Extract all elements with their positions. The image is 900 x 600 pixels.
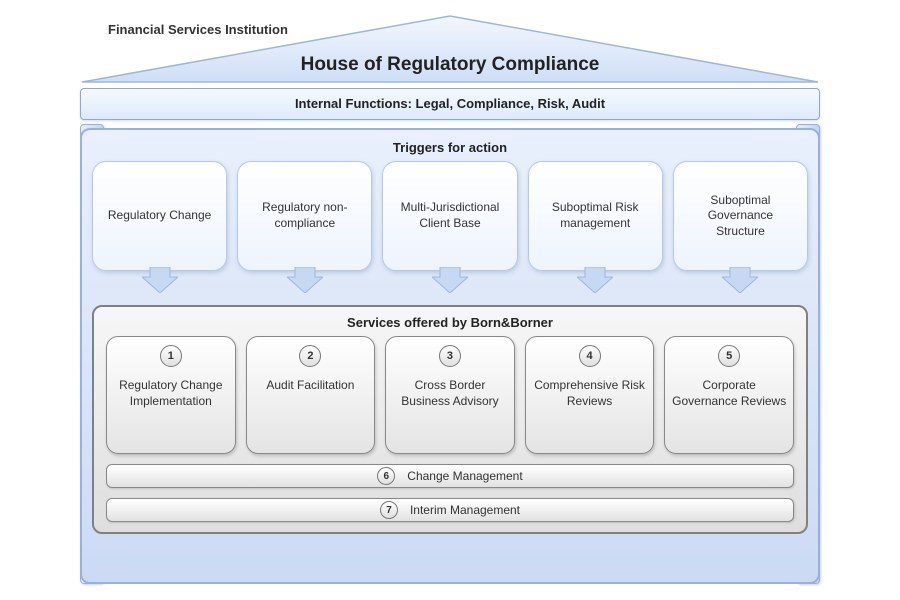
down-arrow-icon	[722, 267, 758, 293]
down-arrow-icon	[577, 267, 613, 293]
service-label: Audit Facilitation	[253, 377, 369, 393]
body-panel: Triggers for action Regulatory Change Re…	[80, 128, 820, 584]
roof: House of Regulatory Compliance	[80, 14, 820, 84]
service-audit-facilitation: 2 Audit Facilitation	[246, 336, 376, 454]
number-badge: 2	[299, 345, 321, 367]
trigger-suboptimal-governance: Suboptimal Governance Structure	[673, 161, 808, 271]
services-panel: Services offered by Born&Borner 1 Regula…	[92, 305, 808, 534]
bar-change-management: 6 Change Management	[106, 464, 794, 488]
down-arrow-icon	[142, 267, 178, 293]
bar-interim-management: 7 Interim Management	[106, 498, 794, 522]
trigger-label: Suboptimal Governance Structure	[682, 193, 799, 240]
service-label: Cross Border Business Advisory	[392, 377, 508, 409]
trigger-label: Regulatory non-compliance	[246, 200, 363, 231]
service-reg-change-impl: 1 Regulatory Change Implementation	[106, 336, 236, 454]
service-governance-reviews: 5 Corporate Governance Reviews	[664, 336, 794, 454]
trigger-regulatory-change: Regulatory Change	[92, 161, 227, 271]
number-badge: 6	[377, 467, 395, 485]
service-label: Corporate Governance Reviews	[671, 377, 787, 409]
beam-internal-functions: Internal Functions: Legal, Compliance, R…	[80, 88, 820, 120]
bar-label: Interim Management	[410, 503, 520, 517]
roof-title: House of Regulatory Compliance	[80, 54, 820, 76]
triggers-heading: Triggers for action	[92, 140, 808, 155]
number-badge: 7	[380, 501, 398, 519]
trigger-card: Suboptimal Risk management	[528, 161, 663, 271]
trigger-card: Suboptimal Governance Structure	[673, 161, 808, 271]
number-badge: 1	[160, 345, 182, 367]
trigger-label: Multi-Jurisdictional Client Base	[391, 200, 508, 231]
bar-label: Change Management	[407, 469, 522, 483]
trigger-non-compliance: Regulatory non-compliance	[237, 161, 372, 271]
house-diagram: House of Regulatory Compliance Internal …	[80, 14, 820, 584]
trigger-card: Regulatory Change	[92, 161, 227, 271]
down-arrow-icon	[287, 267, 323, 293]
service-risk-reviews: 4 Comprehensive Risk Reviews	[525, 336, 655, 454]
services-row: 1 Regulatory Change Implementation 2 Aud…	[106, 336, 794, 454]
service-label: Regulatory Change Implementation	[113, 377, 229, 409]
trigger-card: Multi-Jurisdictional Client Base	[382, 161, 517, 271]
services-heading: Services offered by Born&Borner	[106, 315, 794, 330]
triggers-row: Regulatory Change Regulatory non-complia…	[92, 161, 808, 271]
trigger-card: Regulatory non-compliance	[237, 161, 372, 271]
trigger-label: Regulatory Change	[108, 208, 211, 224]
trigger-label: Suboptimal Risk management	[537, 200, 654, 231]
service-cross-border: 3 Cross Border Business Advisory	[385, 336, 515, 454]
trigger-suboptimal-risk: Suboptimal Risk management	[528, 161, 663, 271]
number-badge: 5	[718, 345, 740, 367]
down-arrow-icon	[432, 267, 468, 293]
service-label: Comprehensive Risk Reviews	[532, 377, 648, 409]
number-badge: 3	[439, 345, 461, 367]
number-badge: 4	[579, 345, 601, 367]
trigger-multi-jurisdictional: Multi-Jurisdictional Client Base	[382, 161, 517, 271]
